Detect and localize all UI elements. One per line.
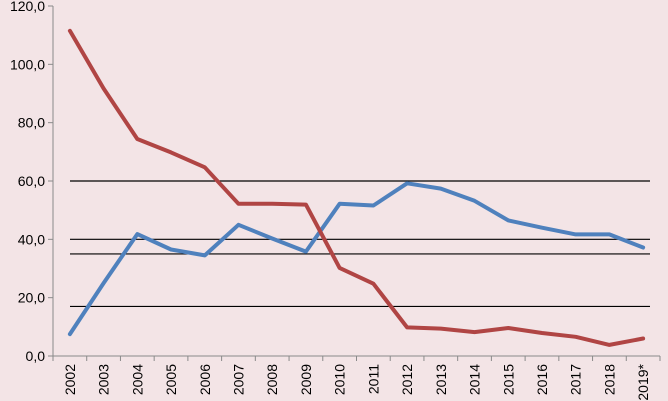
series-1-point xyxy=(203,253,207,257)
x-tick-label: 2017 xyxy=(568,364,584,395)
x-axis-labels: 2002 2003 2004 2005 2006 2007 2008 2009 2010 2011… xyxy=(62,363,651,400)
series-1-point xyxy=(371,204,375,207)
x-tick-label: 2014 xyxy=(467,364,483,395)
y-tick-label: 60,0 xyxy=(18,173,45,189)
series-line-1 xyxy=(67,181,646,337)
y-tick-label: 40,0 xyxy=(18,231,45,247)
series-1-point xyxy=(68,332,72,336)
series-2-point xyxy=(68,29,72,33)
series-1-point xyxy=(135,232,139,236)
series-1-point xyxy=(641,246,645,249)
series-line-2 xyxy=(67,28,646,347)
series-1-point xyxy=(540,226,544,230)
series-2-point xyxy=(641,337,645,340)
x-tick-label: 2006 xyxy=(197,364,213,395)
x-tick-label: 2019* xyxy=(635,363,651,400)
series-2-point xyxy=(203,165,207,169)
x-tick-label: 2013 xyxy=(433,364,449,395)
series-1-point xyxy=(439,187,443,191)
series-2-point xyxy=(338,266,342,270)
x-tick-label: 2018 xyxy=(601,364,617,395)
series-2-point xyxy=(574,335,578,339)
series-2-point xyxy=(439,327,443,331)
x-tick-label: 2011 xyxy=(365,364,381,394)
series-1-point xyxy=(338,202,342,206)
axes xyxy=(48,5,661,361)
series-2-point xyxy=(540,331,544,335)
series-2-point xyxy=(371,282,375,286)
x-tick-label: 2002 xyxy=(62,364,78,395)
reference-lines xyxy=(70,180,650,308)
series-2-point xyxy=(102,87,106,91)
y-tick-label: 20,0 xyxy=(18,290,45,306)
series-2-point xyxy=(607,343,611,347)
y-tick-label: 100,0 xyxy=(10,56,45,72)
series-2-point xyxy=(135,137,139,141)
series-1-point xyxy=(607,232,611,236)
series-1-point xyxy=(102,281,106,285)
series-1-point xyxy=(169,248,173,252)
x-tick-label: 2008 xyxy=(264,364,280,395)
y-tick-label: 0,0 xyxy=(26,348,46,364)
x-tick-label: 2012 xyxy=(399,364,415,395)
y-axis-labels: 0,0 20,0 40,0 60,0 80,0 100,0 120,0 xyxy=(10,0,45,364)
x-tick-label: 2003 xyxy=(96,364,112,395)
x-tick-label: 2005 xyxy=(163,364,179,395)
series-1-point xyxy=(270,236,274,240)
series-1-point xyxy=(304,250,308,254)
series-2-point xyxy=(405,325,409,329)
x-tick-label: 2007 xyxy=(230,364,246,395)
x-tick-label: 2016 xyxy=(534,364,550,395)
series-layer xyxy=(67,28,646,347)
x-tick-label: 2015 xyxy=(500,364,516,395)
x-tick-label: 2010 xyxy=(332,364,348,395)
series-2-point xyxy=(270,202,274,206)
series-2-point xyxy=(169,150,173,154)
series-2-point xyxy=(304,203,308,207)
series-1-point xyxy=(574,232,578,236)
series-2-point xyxy=(236,202,240,206)
x-tick-label: 2004 xyxy=(129,364,145,395)
series-1-point xyxy=(473,199,477,203)
series-1-point xyxy=(405,181,409,185)
series-1-point xyxy=(506,218,510,222)
y-tick-label: 80,0 xyxy=(18,115,45,131)
series-2-point xyxy=(473,330,477,334)
x-tick-label: 2009 xyxy=(298,364,314,395)
series-1-point xyxy=(236,223,240,227)
y-tick-label: 120,0 xyxy=(10,0,45,14)
series-2-point xyxy=(506,326,510,330)
